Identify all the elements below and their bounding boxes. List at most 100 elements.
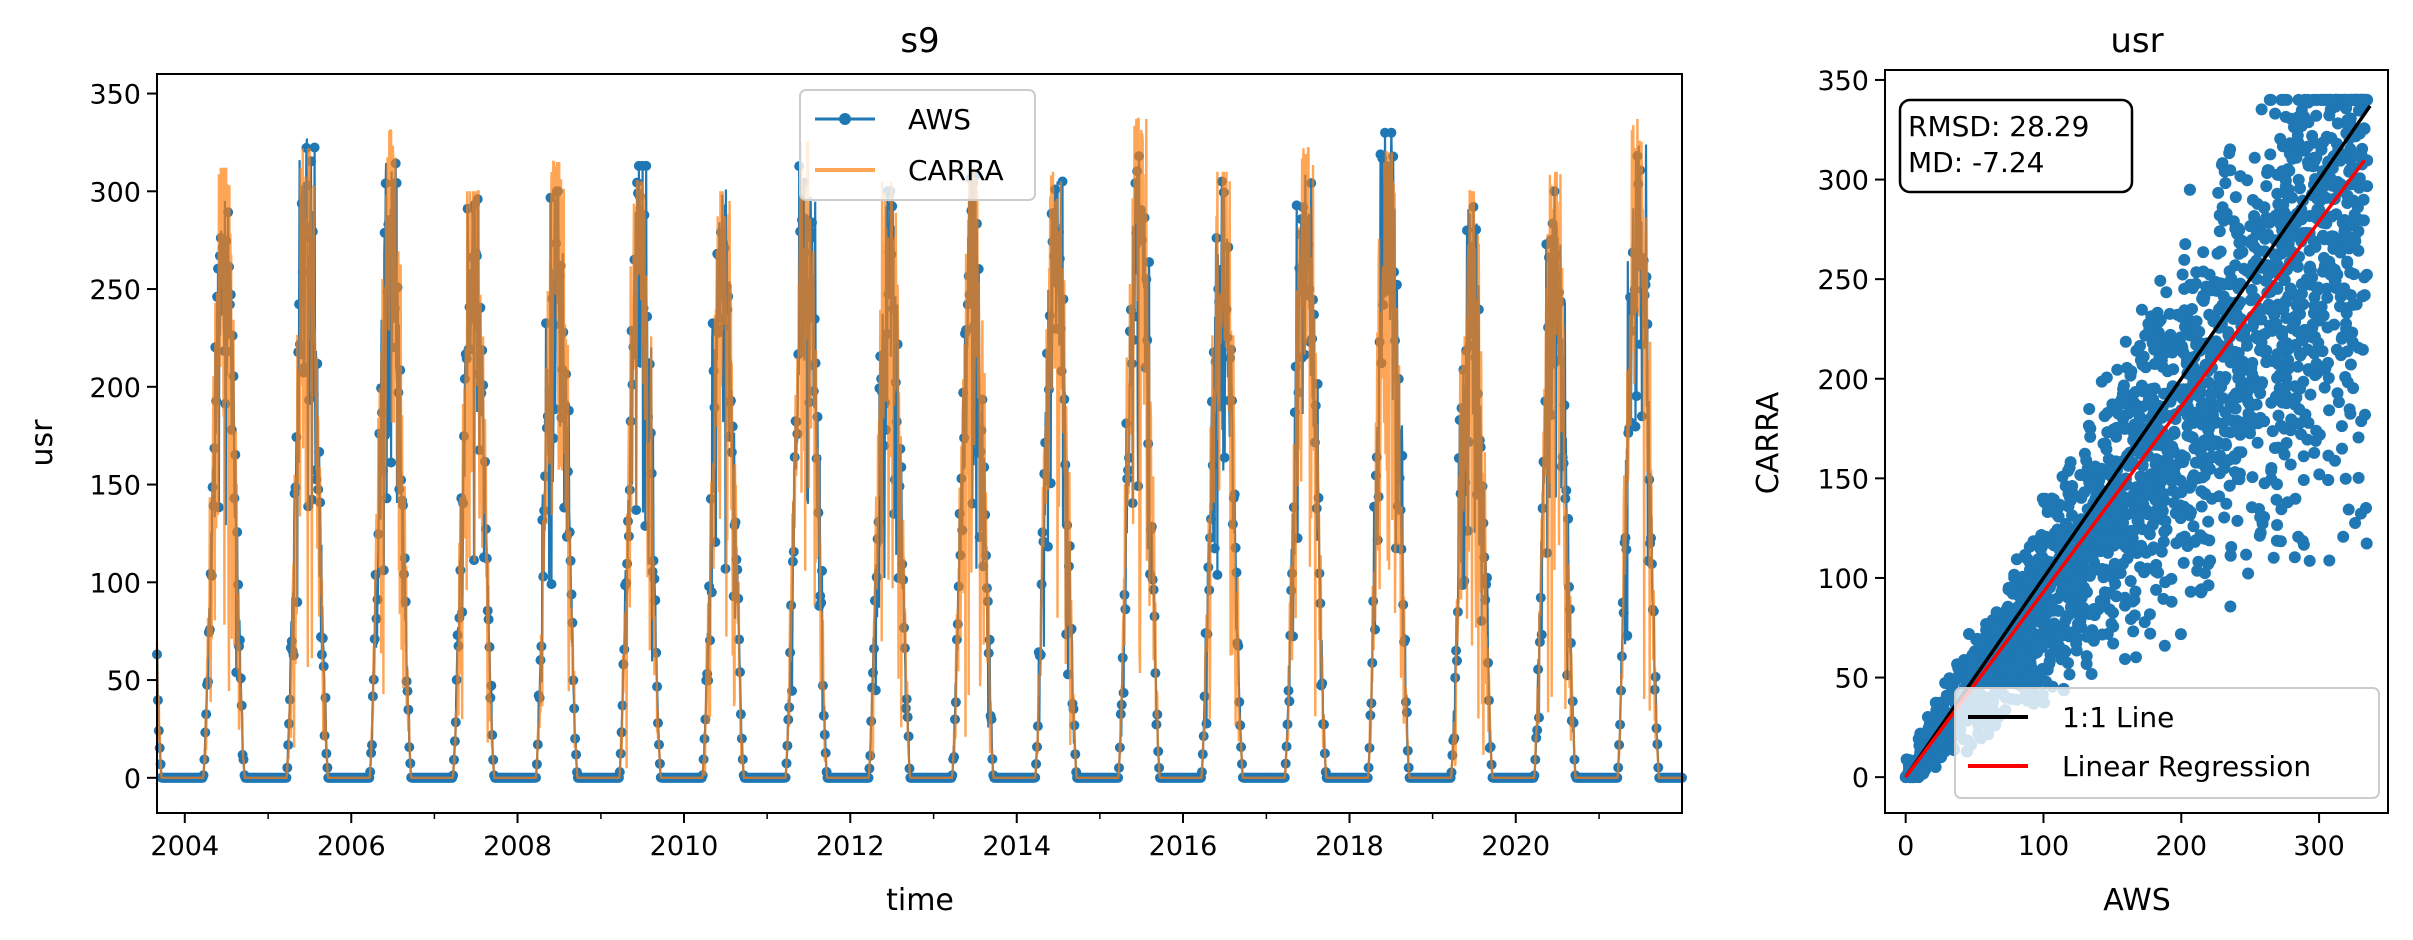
timeseries-y-label: usr [25,419,60,467]
regression-line [1904,159,2366,779]
scatter-point [2134,470,2147,483]
scatter-point [2062,657,2074,669]
scatter-point [2008,568,2021,581]
scatter-point [2100,443,2113,456]
scatter-point [2258,201,2270,214]
scatter-point [2339,472,2352,485]
scatter-point [2164,328,2177,341]
scatter-point [2232,222,2245,235]
y-tick-label: 50 [1835,664,1869,695]
legend-carra-label: CARRA [908,154,1004,187]
scatter-point [2251,436,2264,449]
scatter-point [2297,450,2310,463]
scatter-point [2213,490,2226,503]
scatter-point [2034,616,2047,629]
legend-aws-marker [839,113,851,125]
aws-point [1042,541,1053,552]
aws-point [1631,391,1642,402]
y-tick-label: 250 [89,275,141,306]
scatter-point [2329,93,2342,106]
scatter-point [2360,502,2372,514]
scatter-point [2053,498,2066,511]
scatter-point [1970,633,1983,646]
scatter-point [2253,529,2266,542]
identity-line [1904,104,2372,779]
scatter-point [2311,284,2324,297]
scatter-point [2335,349,2347,362]
scatter-point [2292,173,2305,186]
scatter-point [2219,177,2232,190]
scatter-point [2279,296,2292,309]
scatter-point [2304,388,2317,401]
timeseries-y-ticks: 0 50 100 150 200 250 300 350 [89,80,157,795]
scatter-point [2131,418,2144,431]
scatter-point [2346,336,2359,349]
scatter-point [2229,466,2241,479]
scatter-point [2308,136,2320,149]
scatter-point [2101,513,2114,526]
scatter-point [2295,278,2308,291]
scatter-point [2107,637,2120,650]
scatter-point [2295,428,2307,441]
aws-point [817,565,827,576]
aws-point [1219,452,1230,463]
y-tick-label: 300 [89,177,141,208]
scatter-point [2344,407,2357,420]
scatter-legend: 1:1 Line Linear Regression [1954,687,2380,799]
scatter-point [2157,487,2170,500]
scatter-point [2026,639,2039,652]
scatter-point [2288,551,2301,564]
scatter-point [2227,347,2240,360]
scatter-point [2160,286,2173,299]
timeseries-x-label: time [886,883,954,918]
scatter-point [2125,365,2138,378]
scatter-point [2008,671,2021,684]
scatter-point [2325,132,2338,144]
scatter-point [2117,538,2130,551]
scatter-point [2242,567,2255,580]
scatter-point [2345,93,2358,106]
scatter-point [2260,180,2273,193]
x-tick-label: 2014 [982,831,1051,862]
scatter-point [2223,479,2236,492]
scatter-point [2168,496,2181,509]
scatter-point [2186,303,2198,315]
scatter-point [2245,501,2258,514]
scatter-point [2270,493,2283,506]
scatter-point [2269,107,2282,120]
scatter-point [2360,93,2373,106]
scatter-x-label: AWS [2103,883,2171,918]
scatter-point [2186,282,2199,295]
scatter-point [2195,500,2208,513]
scatter-point [2202,376,2215,389]
scatter-point [2216,375,2229,388]
scatter-point [2211,400,2224,413]
scatter-point [2322,356,2334,369]
scatter-point [2062,465,2074,477]
scatter-point [2254,344,2267,357]
y-tick-label: 200 [89,373,141,404]
scatter-point [2352,244,2365,257]
stats-box: RMSD: 28.29 MD: -7.24 [1898,98,2134,194]
scatter-point [2353,181,2366,194]
scatter-point [2293,120,2306,133]
y-tick-label: 100 [1817,564,1869,595]
scatter-point [2284,458,2297,471]
scatter-point [2213,225,2226,238]
scatter-point [2237,421,2250,434]
scatter-point [2271,478,2283,491]
scatter-point [2336,442,2348,455]
scatter-point [2144,627,2157,640]
scatter-point [2280,437,2293,449]
scatter-point [2224,549,2237,562]
scatter-point [2134,339,2146,352]
scatter-point [2244,236,2257,249]
scatter-point [2131,522,2144,535]
scatter-points [1899,93,2374,784]
y-tick-label: 350 [89,80,141,111]
scatter-point [2291,360,2304,373]
scatter-point [2302,96,2315,109]
scatter-point [2270,390,2283,403]
x-tick-label: 2020 [1481,831,1550,862]
